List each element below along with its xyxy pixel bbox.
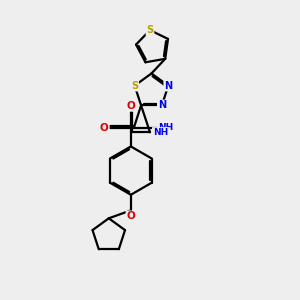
Text: N: N: [158, 100, 166, 110]
Text: O: O: [127, 101, 135, 111]
Text: O: O: [100, 123, 109, 133]
Text: NH: NH: [153, 128, 168, 137]
Text: N: N: [164, 81, 172, 91]
Text: NH: NH: [159, 123, 174, 132]
Text: S: S: [146, 25, 154, 35]
Text: S: S: [131, 81, 138, 91]
Text: O: O: [127, 211, 135, 221]
